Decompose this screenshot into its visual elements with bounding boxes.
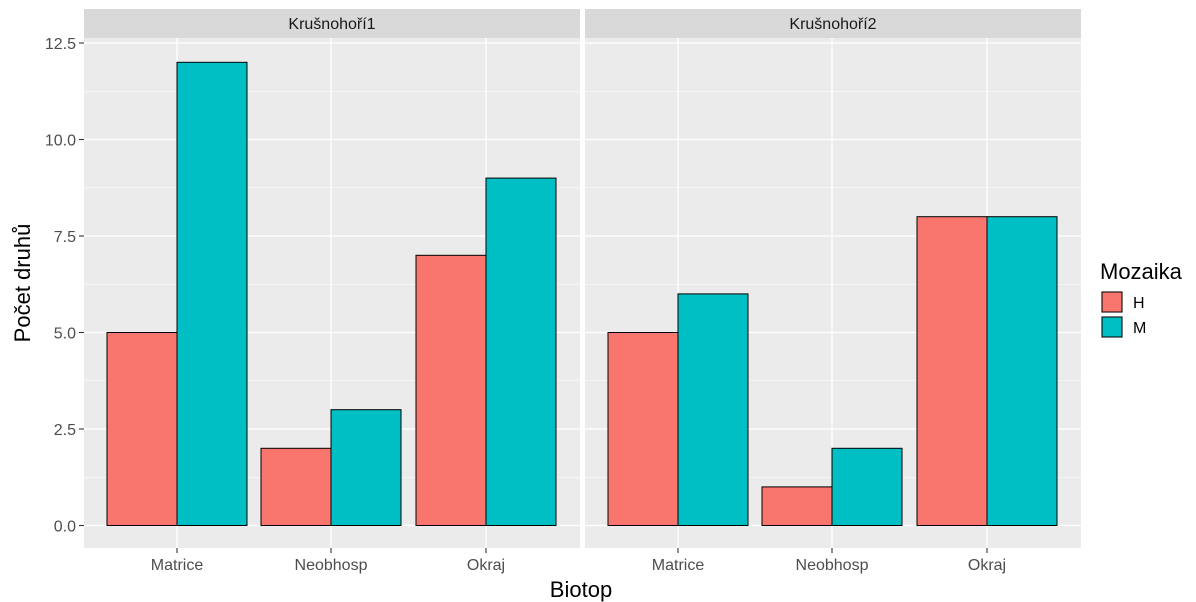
x-tick-label: Okraj	[968, 557, 1006, 574]
y-axis: 0.0 2.5 5.0 7.5 10.0 12.5	[45, 36, 84, 536]
bar-m-okraj	[986, 216, 1058, 526]
bar-h-neobhosp	[761, 486, 833, 526]
y-tick-label: 12.5	[45, 36, 76, 53]
x-tick-label: Matrice	[652, 557, 705, 574]
y-tick-label: 10.0	[45, 133, 76, 150]
y-axis-title: Počet druhů	[10, 224, 35, 343]
facet-panel: Krušnohoří2 Matrice Neobhosp Okraj	[585, 9, 1081, 574]
facet-strip-label: Krušnohoří2	[789, 16, 876, 33]
facet-strip-label: Krušnohoří1	[288, 16, 375, 33]
x-tick-label: Okraj	[467, 557, 505, 574]
bar-m-matrice	[176, 61, 248, 527]
bar-h-matrice	[106, 332, 178, 526]
bar-h-okraj	[415, 254, 487, 527]
legend-title: Mozaika	[1100, 259, 1183, 284]
x-axis-title: Biotop	[550, 577, 612, 602]
x-tick-label: Matrice	[151, 557, 204, 574]
y-tick-label: 7.5	[54, 229, 76, 246]
bar-m-neobhosp	[330, 409, 402, 527]
facet-strip	[84, 9, 580, 38]
bar-h-okraj	[916, 216, 988, 526]
y-tick-label: 2.5	[54, 422, 76, 439]
bar-m-matrice	[677, 293, 749, 526]
y-tick-label: 0.0	[54, 519, 76, 536]
bar-h-matrice	[607, 332, 679, 526]
bar-m-neobhosp	[831, 447, 903, 526]
legend-key-m	[1101, 316, 1123, 338]
x-tick-label: Neobhosp	[295, 557, 368, 574]
legend-key-h	[1101, 291, 1123, 313]
legend: Mozaika HM	[1100, 259, 1183, 338]
bar-m-okraj	[485, 177, 557, 526]
x-tick-label: Neobhosp	[796, 557, 869, 574]
facet-strip	[585, 9, 1081, 38]
legend-label: H	[1133, 295, 1145, 312]
y-tick-label: 5.0	[54, 326, 76, 343]
bar-h-neobhosp	[260, 447, 332, 526]
legend-label: M	[1133, 320, 1146, 337]
facet-panel: Krušnohoří1 Matrice Neobhosp Okraj	[84, 9, 580, 574]
